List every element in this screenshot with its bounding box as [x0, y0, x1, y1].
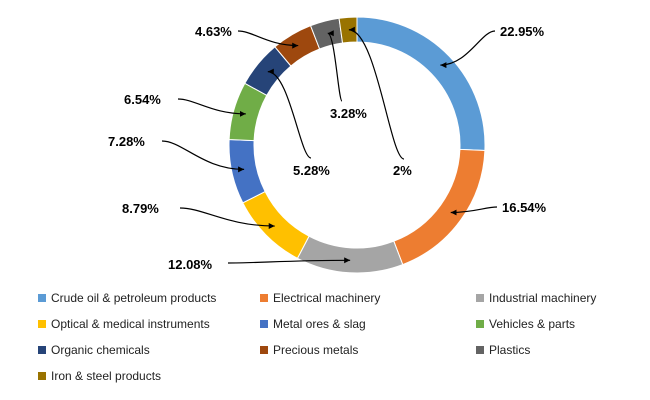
leader-arrow	[267, 68, 312, 159]
legend-label: Electrical machinery	[273, 291, 381, 305]
legend-item-vehicles-parts: Vehicles & parts	[476, 317, 575, 331]
legend-item-metal-ores: Metal ores & slag	[260, 317, 366, 331]
donut-slice	[296, 235, 404, 274]
legend-item-industrial-machinery: Industrial machinery	[476, 291, 596, 305]
legend-swatch	[38, 346, 46, 354]
donut-slice	[228, 138, 266, 204]
legend-label: Vehicles & parts	[489, 317, 576, 331]
slice-value-label: 12.08%	[168, 257, 213, 272]
slice-value-label: 5.28%	[293, 163, 330, 178]
donut-chart: 22.95% 16.54% 12.08% 8.79% 7.28% 6.54% 5.28% 4.…	[108, 16, 547, 274]
legend-label: Optical & medical instruments	[51, 317, 210, 331]
donut-slice	[338, 16, 358, 44]
legend-swatch	[260, 320, 268, 328]
slice-value-label: 8.79%	[122, 201, 159, 216]
leader-arrow	[177, 98, 246, 117]
leader-arrow	[161, 140, 245, 173]
legend-item-optical-medical: Optical & medical instruments	[38, 317, 210, 331]
slice-value-label: 7.28%	[108, 134, 145, 149]
legend-label: Crude oil & petroleum products	[51, 291, 217, 305]
slice-value-label: 3.28%	[330, 106, 367, 121]
legend-label: Industrial machinery	[489, 291, 597, 305]
leader-arrow	[179, 207, 275, 230]
legend-swatch	[476, 320, 484, 328]
chart-legend: Crude oil & petroleum products Electrica…	[38, 291, 650, 395]
leader-arrow	[450, 206, 498, 216]
legend-label: Iron & steel products	[51, 369, 162, 383]
leader-arrow	[440, 30, 496, 69]
slice-value-label: 16.54%	[502, 200, 547, 215]
legend-swatch	[260, 294, 268, 302]
legend-swatch	[38, 294, 46, 302]
legend-swatch	[260, 346, 268, 354]
legend-label: Precious metals	[273, 343, 359, 357]
legend-item-precious-metals: Precious metals	[260, 343, 358, 357]
legend-label: Plastics	[489, 343, 531, 357]
legend-swatch	[38, 372, 46, 380]
leader-arrow	[348, 26, 405, 160]
legend-swatch	[38, 320, 46, 328]
legend-item-crude-oil: Crude oil & petroleum products	[38, 291, 216, 305]
slice-value-label: 6.54%	[124, 92, 161, 107]
legend-label: Metal ores & slag	[273, 317, 366, 331]
legend-swatch	[476, 346, 484, 354]
legend-item-organic-chemicals: Organic chemicals	[38, 343, 150, 357]
legend-swatch	[476, 294, 484, 302]
legend-label: Organic chemicals	[51, 343, 150, 357]
leader-arrow	[237, 30, 299, 49]
slice-value-label: 2%	[393, 163, 412, 178]
slice-value-label: 22.95%	[500, 24, 545, 39]
legend-item-plastics: Plastics	[476, 343, 530, 357]
donut-slice	[356, 16, 486, 151]
legend-item-electrical-machinery: Electrical machinery	[260, 291, 380, 305]
leader-arrow	[327, 30, 343, 102]
legend-item-iron-steel: Iron & steel products	[38, 369, 161, 383]
leader-arrow	[227, 257, 351, 264]
slice-value-label: 4.63%	[195, 24, 232, 39]
